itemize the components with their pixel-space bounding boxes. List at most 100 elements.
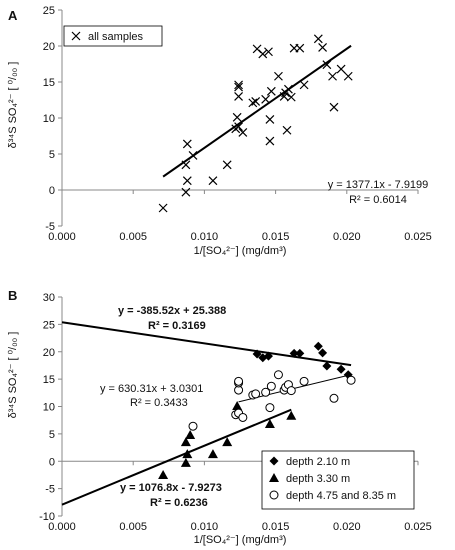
panel-b-y-tick-label: -10 — [39, 511, 55, 523]
panel-a-data-point-x — [264, 47, 273, 57]
panel-a-data-point-x — [265, 115, 275, 124]
panel-a-label: A — [8, 8, 18, 23]
panel-b-data-point-circle — [299, 376, 309, 386]
panel-a-data-point-x — [299, 80, 309, 90]
panel-a-y-tick-label: 15 — [43, 77, 55, 89]
panel-a-data-point-x — [265, 136, 275, 146]
panel-b-label: B — [8, 288, 17, 303]
panel-a-data-point-x — [232, 112, 242, 122]
panel-b-y-tick-label: 20 — [43, 347, 55, 359]
panel-a-data-point-x — [188, 151, 198, 160]
panel-b-x-tick-label: 0.010 — [191, 521, 219, 533]
panel-a-chart: -5 0 5 10 15 20 25 0.000 0.005 0.010 0.015 0.020 0.0… — [43, 5, 432, 243]
panel-b-legend-marker-diamond — [269, 456, 279, 466]
panel-a-x-tick-label: 0.010 — [191, 231, 219, 243]
panel-a-data-point-x — [343, 71, 353, 81]
panel-a-data-point-x — [234, 80, 244, 90]
panel-b-xlabel: 1/[SO₄²⁻] (mg/dm³) — [194, 534, 287, 546]
panel-a-x-tick-label: 0.000 — [48, 231, 76, 243]
panel-a-trend-equation: y = 1377.1x - 7.9199 — [328, 179, 429, 191]
panel-a-data-point-x — [238, 127, 248, 137]
panel-a-data-point-x — [158, 203, 168, 213]
panel-b-data-point-triangle — [222, 437, 233, 447]
panel-a-data-point-x — [282, 125, 292, 135]
panel-a-data-point-x — [318, 43, 328, 52]
panel-b-trend-line — [61, 321, 352, 367]
panel-b-data-point-circle — [251, 389, 261, 399]
panel-b-data-point-triangle — [185, 429, 196, 439]
panel-a-x-tick-label: 0.025 — [404, 231, 432, 243]
panel-a-y-tick-label: -5 — [45, 221, 55, 233]
panel-a-data-point-x — [329, 102, 339, 112]
panel-a-data-point-x — [234, 82, 244, 92]
panel-a-data-point-x — [336, 64, 346, 74]
panel-b-data-point-circle — [265, 403, 275, 413]
panel-b-y-tick-label: -5 — [45, 484, 55, 496]
panel-b-y-tick-label: 30 — [43, 292, 55, 304]
panel-a-data-point-x — [274, 71, 283, 81]
panel-b-data-point-triangle — [180, 437, 191, 447]
panel-b-data-point-triangle — [182, 449, 193, 459]
panel-b-trend-r2: R² = 0.6236 — [150, 497, 208, 509]
panel-b-y-tick-label: 0 — [49, 456, 55, 468]
panel-b-data-point-diamond — [289, 348, 299, 358]
panel-b-x-tick-label: 0.020 — [333, 521, 361, 533]
panel-a-legend-box — [63, 25, 163, 47]
panel-b-data-point-diamond — [318, 348, 328, 358]
panel-b-trend-equation: y = 1076.8x - 7.9273 — [120, 482, 222, 494]
panel-b-chart: -10 -5 0 5 10 15 20 25 30 0.000 0.005 0.010 0.015 0.0… — [39, 292, 432, 533]
panel-b-data-point-circle — [286, 386, 296, 396]
panel-a-data-point-x — [295, 43, 305, 53]
panel-b-ylabel: δ³⁴S SO₄²⁻ [ ⁰/₀₀ ] — [7, 332, 19, 419]
panel-b-data-point-triangle — [158, 469, 169, 479]
panel-a-y-tick-label: 0 — [49, 185, 55, 197]
panel-b-y-tick-label: 25 — [43, 319, 55, 331]
panel-b-x-tick-label: 0.015 — [262, 521, 290, 533]
panel-a-data-point-x — [313, 34, 323, 44]
panel-a-ylabel: δ³⁴S SO₄²⁻ [ ⁰/₀₀ ] — [7, 62, 19, 149]
panel-a-y-tick-label: 10 — [43, 113, 55, 125]
panel-b-data-point-circle — [266, 381, 276, 391]
panel-b-x-tick-label: 0.005 — [119, 521, 147, 533]
panel-a-data-point-x — [261, 94, 271, 104]
panel-b-x-tick-label: 0.025 — [404, 521, 432, 533]
panel-a-data-point-x — [322, 60, 332, 70]
panel-b-data-point-diamond — [263, 351, 273, 361]
panel-b-legend-marker-triangle — [269, 473, 279, 482]
panel-a-data-point-x — [222, 160, 232, 170]
panel-b-trend-r2: R² = 0.3169 — [148, 320, 206, 332]
panel-a-x-tick-label: 0.015 — [262, 231, 290, 243]
panel-b-trend-equation: y = 630.31x + 3.0301 — [100, 383, 203, 395]
panel-b-y-tick-label: 15 — [43, 374, 55, 386]
panel-b-trend-equation: y = -385.52x + 25.388 — [118, 305, 226, 317]
panel-a-y-tick-label: 5 — [49, 149, 55, 161]
panel-b-legend-label: depth 4.75 and 8.35 m — [286, 490, 396, 502]
panel-b-data-point-circle — [238, 412, 248, 422]
panel-b-data-point-triangle — [232, 400, 243, 410]
panel-b-data-point-circle — [234, 376, 244, 386]
panel-b-data-point-circle — [261, 387, 271, 397]
panel-a-legend-label: all samples — [88, 31, 144, 43]
panel-a-trend-r2: R² = 0.6014 — [349, 194, 407, 206]
panel-a-data-point-x — [286, 92, 296, 102]
panel-b-data-point-circle — [329, 393, 339, 403]
panel-a-x-tick-label: 0.020 — [333, 231, 361, 243]
panel-b-trend-line — [61, 408, 292, 506]
panel-a-data-point-x — [182, 176, 192, 186]
panel-b-data-point-diamond — [322, 361, 332, 371]
panel-a-xlabel: 1/[SO₄²⁻] (mg/dm³) — [194, 245, 287, 257]
panel-b-data-point-diamond — [336, 364, 346, 374]
panel-b-trend-r2: R² = 0.3433 — [130, 397, 188, 409]
panel-a-data-point-x — [258, 49, 268, 59]
panel-b-data-point-triangle — [286, 410, 297, 420]
panel-b-y-tick-label: 10 — [43, 402, 55, 414]
panel-b-data-point-triangle — [264, 419, 275, 429]
panel-b-data-point-triangle — [180, 457, 191, 467]
panel-b-data-point-circle — [188, 421, 198, 431]
panel-a-data-point-x — [234, 91, 244, 101]
panel-a-data-point-x — [234, 122, 244, 132]
panel-a-data-point-x — [251, 97, 261, 106]
panel-b-legend-marker-circle — [269, 490, 279, 500]
panel-a-x-tick-label: 0.005 — [119, 231, 147, 243]
